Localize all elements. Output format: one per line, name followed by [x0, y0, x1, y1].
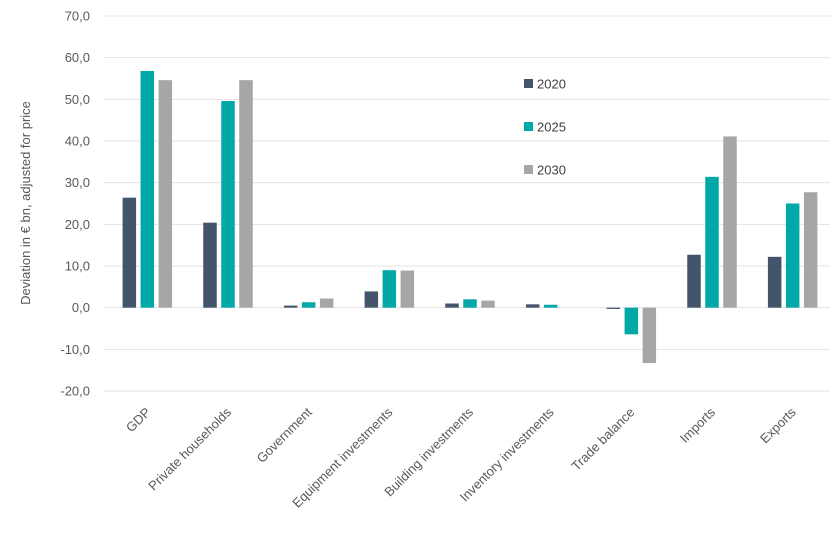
- x-category-label: Building investments: [381, 404, 476, 499]
- bar-2030: [803, 192, 818, 308]
- bar-2020: [283, 305, 298, 308]
- bar-2020: [767, 256, 782, 308]
- y-tick-label: 40,0: [65, 134, 90, 149]
- bar-2020: [606, 307, 621, 309]
- bar-2030: [239, 80, 253, 308]
- y-axis-ticks: 70,0 60,0 50,0 40,0 30,0 20,0 10,0 0,0 -10,0 -20,…: [60, 9, 90, 399]
- x-category-label: Private households: [145, 404, 234, 493]
- y-tick-label: 50,0: [65, 92, 90, 107]
- bar-2030: [319, 298, 334, 308]
- legend-swatch: [524, 122, 533, 131]
- bar-2020: [525, 304, 540, 308]
- bar-2030: [723, 136, 737, 308]
- bar-2030: [158, 80, 173, 308]
- x-category-label: Government: [254, 404, 315, 465]
- x-category-label: Imports: [677, 404, 719, 446]
- y-tick-label: 0,0: [72, 300, 90, 315]
- y-tick-label: 30,0: [65, 175, 90, 190]
- bar-2030: [400, 270, 415, 308]
- legend: 2020 2025 2030: [524, 77, 566, 178]
- bar-2025: [705, 176, 719, 308]
- bar-2025: [301, 302, 316, 308]
- bar-2025: [463, 299, 477, 308]
- legend-swatch: [524, 79, 533, 88]
- bar-2025: [785, 203, 800, 308]
- bar-2030: [642, 307, 657, 364]
- legend-label: 2025: [537, 120, 566, 135]
- bar-2020: [203, 222, 217, 308]
- bar-2025: [382, 270, 397, 308]
- bar-2025: [624, 307, 639, 335]
- x-category-label: Trade balance: [568, 405, 637, 474]
- bar-2020: [122, 197, 137, 308]
- y-tick-label: 10,0: [65, 259, 90, 274]
- bars: [122, 71, 818, 364]
- bar-2020: [687, 254, 701, 308]
- bar-2025: [543, 304, 558, 308]
- y-tick-label: 70,0: [65, 9, 90, 24]
- bar-2020: [445, 303, 459, 308]
- legend-swatch: [524, 165, 533, 174]
- bar-2025: [140, 71, 155, 308]
- legend-label: 2020: [537, 77, 566, 92]
- x-category-label: GDP: [123, 405, 154, 436]
- bar-2030: [481, 300, 495, 308]
- y-tick-label: 60,0: [65, 50, 90, 65]
- x-category-label: Exports: [757, 404, 799, 446]
- y-tick-label: -20,0: [60, 384, 90, 399]
- y-tick-label: -10,0: [60, 342, 90, 357]
- gridlines: [104, 15, 830, 392]
- y-axis-label: Deviation in € bn, adjusted for price: [18, 101, 33, 305]
- legend-label: 2030: [537, 163, 566, 178]
- bar-2025: [221, 101, 235, 308]
- y-tick-label: 20,0: [65, 217, 90, 232]
- bar-2020: [364, 291, 379, 308]
